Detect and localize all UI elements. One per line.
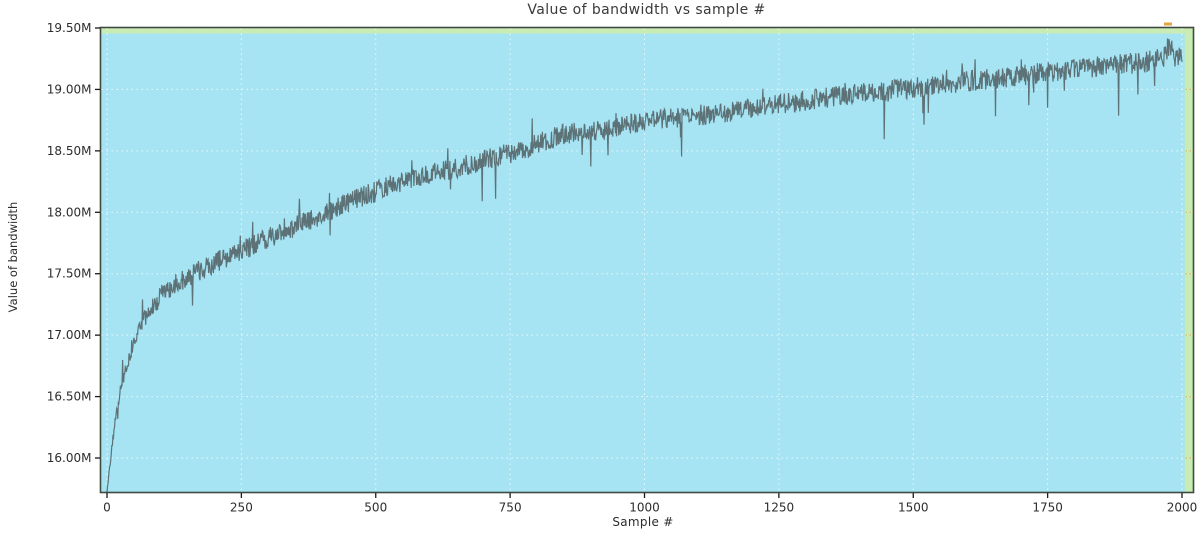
x-tick-label: 0 bbox=[103, 501, 111, 515]
y-tick-label: 18.50M bbox=[47, 144, 92, 158]
highlight-span bbox=[100, 33, 1185, 493]
x-tick-label: 2000 bbox=[1167, 501, 1198, 515]
y-tick-label: 18.00M bbox=[47, 205, 92, 219]
bandwidth-series-line bbox=[106, 38, 1183, 492]
x-tick-label: 1500 bbox=[898, 501, 929, 515]
y-tick-label: 19.00M bbox=[47, 82, 92, 96]
y-tick-label: 16.50M bbox=[47, 390, 92, 404]
x-tick-label: 500 bbox=[364, 501, 387, 515]
y-tick-label: 16.00M bbox=[47, 451, 92, 465]
x-tick-label: 1750 bbox=[1032, 501, 1063, 515]
chart-title: Value of bandwidth vs sample # bbox=[527, 2, 766, 18]
x-tick-label: 250 bbox=[230, 501, 253, 515]
y-tick-label: 19.50M bbox=[47, 21, 92, 35]
x-tick-label: 1250 bbox=[764, 501, 795, 515]
x-tick-label: 1000 bbox=[629, 501, 660, 515]
x-axis-label: Sample # bbox=[612, 515, 674, 529]
y-axis-label: Value of bandwidth bbox=[6, 201, 20, 313]
axes-border bbox=[99, 26, 1195, 494]
x-tick-label: 750 bbox=[499, 501, 522, 515]
y-tick-label: 17.00M bbox=[47, 328, 92, 342]
y-tick-label: 17.50M bbox=[47, 267, 92, 281]
span-top-marker bbox=[1164, 22, 1172, 26]
